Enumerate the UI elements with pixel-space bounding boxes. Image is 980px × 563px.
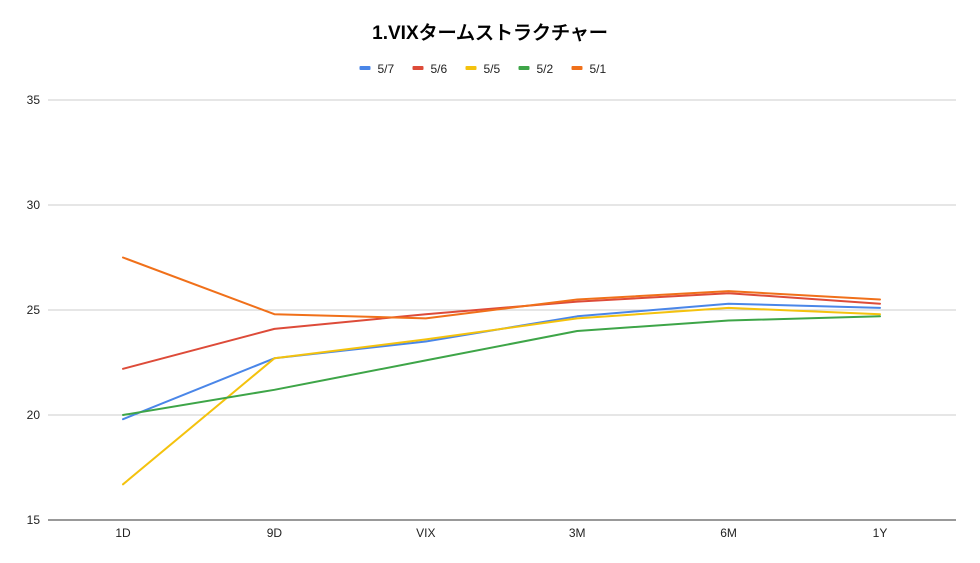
series-line [122, 292, 881, 370]
legend-swatch [465, 66, 477, 70]
y-tick-label: 30 [27, 198, 41, 212]
legend-item: 5/5 [465, 62, 501, 76]
y-tick-label: 35 [27, 93, 41, 107]
legend-item: 5/2 [518, 62, 554, 76]
x-tick-label: VIX [416, 526, 435, 540]
y-tick-label: 20 [27, 408, 41, 422]
x-tick-label: 3M [569, 526, 586, 540]
chart-title: 1.VIXタームストラクチャー [372, 22, 608, 44]
series-line [122, 315, 881, 416]
legend-swatch [412, 66, 424, 70]
legend-swatch [518, 66, 530, 70]
series-line [122, 306, 881, 486]
series-lines [122, 256, 881, 486]
legend-label: 5/2 [537, 62, 554, 76]
x-tick-label: 1Y [873, 526, 888, 540]
legend-label: 5/7 [378, 62, 395, 76]
x-axis: 1D 9D VIX 3M 6M 1Y [115, 526, 887, 540]
series-line [122, 256, 881, 320]
y-tick-label: 15 [27, 513, 41, 527]
legend-label: 5/5 [484, 62, 501, 76]
legend-label: 5/1 [590, 62, 607, 76]
legend-item: 5/1 [571, 62, 607, 76]
legend-item: 5/6 [412, 62, 448, 76]
x-tick-label: 6M [720, 526, 737, 540]
x-tick-label: 1D [115, 526, 131, 540]
grid [48, 99, 956, 521]
x-tick-label: 9D [267, 526, 283, 540]
y-axis: 15 20 25 30 35 [27, 93, 41, 527]
legend-swatch [359, 66, 371, 70]
legend: 5/7 5/6 5/5 5/2 5/1 [359, 62, 607, 76]
legend-label: 5/6 [431, 62, 448, 76]
legend-swatch [571, 66, 583, 70]
series-line [122, 302, 881, 421]
y-tick-label: 25 [27, 303, 41, 317]
legend-item: 5/7 [359, 62, 395, 76]
